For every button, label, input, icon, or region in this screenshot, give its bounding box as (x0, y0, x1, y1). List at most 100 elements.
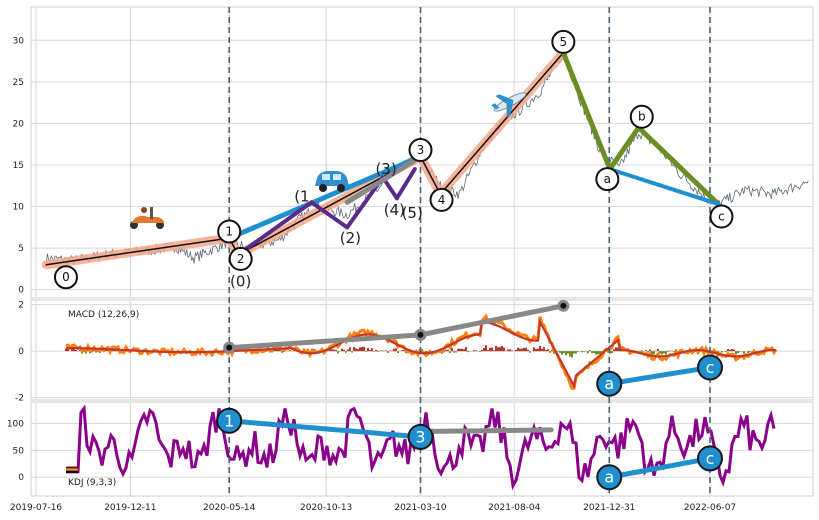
macd-histogram-bar (345, 351, 347, 353)
airplane-tail (491, 103, 500, 110)
wave-segment (394, 167, 417, 201)
macd-signal-line (65, 318, 777, 390)
macd-histogram-bar (663, 351, 665, 354)
macd-histogram-bar (649, 349, 651, 352)
macd-histogram-bar (491, 347, 493, 352)
macd-histogram-bar (455, 351, 457, 353)
macd-histogram-bar (575, 351, 577, 354)
scooter-handle (150, 207, 153, 219)
kdj-circle-marker (216, 407, 243, 434)
macd-histogram-bar (735, 351, 737, 355)
macd-histogram-bar (359, 347, 361, 352)
wave-circle-marker (709, 204, 734, 229)
macd-histogram-bar (651, 351, 653, 355)
macd-trend-line (606, 364, 713, 387)
airplane-icon (491, 92, 527, 118)
macd-histogram-bar (587, 351, 589, 354)
macd-histogram-bar (373, 351, 375, 352)
macd-histogram-bar (733, 349, 735, 352)
macd-histogram-bar (569, 351, 571, 357)
x-tick-label: 2019-07-16 (10, 503, 63, 513)
macd-histogram-bar (403, 350, 405, 352)
macd-histogram-bar (523, 347, 525, 352)
macd-histogram-bar (475, 350, 477, 352)
macd-histogram-bar (351, 351, 353, 353)
macd-histogram-bar (641, 350, 643, 352)
macd-histogram-bar (67, 348, 69, 352)
macd-histogram-bar (447, 349, 449, 352)
macd-histogram-bar (369, 350, 371, 352)
scooter-body (132, 215, 164, 223)
wave-segment (607, 125, 642, 172)
macd-histogram-bar (497, 347, 499, 352)
macd-histogram-bar (89, 351, 91, 354)
macd-circle-label: c (706, 358, 715, 377)
macd-histogram-bar (461, 348, 463, 352)
macd-histogram-bar (367, 347, 369, 352)
macd-histogram-bar (391, 350, 393, 352)
macd-histogram-bar (501, 346, 503, 352)
macd-histogram-bar (337, 351, 339, 354)
y-tick-label: 0 (18, 286, 24, 296)
wave-segment (419, 155, 442, 195)
macd-histogram-bar (607, 351, 609, 353)
y-tick-label: 15 (13, 161, 24, 171)
macd-histogram-bar (747, 351, 749, 354)
macd-histogram-bar (499, 347, 501, 352)
wave-segment (439, 51, 565, 195)
macd-histogram-bar (739, 351, 741, 352)
y-tick-label: 30 (13, 36, 25, 46)
macd-histogram-bar (749, 351, 751, 353)
macd-histogram-bar (507, 349, 509, 352)
macd-histogram-bar (495, 345, 497, 352)
y-tick-label: 0 (18, 347, 24, 357)
macd-histogram-bar (267, 350, 269, 352)
macd-histogram-bar (365, 351, 367, 352)
macd-histogram-bar (453, 351, 455, 353)
macd-histogram-bar (657, 348, 659, 352)
macd-histogram-bar (73, 348, 75, 352)
macd-histogram-bar (281, 351, 283, 353)
kdj-trend-line (226, 418, 424, 440)
macd-histogram-bar (65, 348, 67, 352)
macd-histogram-bar (459, 348, 461, 352)
macd-histogram-bar (673, 351, 675, 353)
x-tick-label: 2020-10-13 (300, 503, 352, 513)
wave-segment (226, 154, 424, 241)
subwave-label: (3) (375, 160, 396, 178)
kdj-trend-line (606, 455, 713, 480)
macd-histogram-bar (449, 351, 451, 354)
macd-histogram-bar (341, 348, 343, 352)
macd-histogram-bar (565, 351, 567, 356)
macd-histogram-bar (285, 350, 287, 352)
macd-histogram-bar (617, 347, 619, 352)
kdj-circle-label: 3 (415, 427, 425, 446)
macd-histogram-bar (463, 349, 465, 352)
macd-histogram-bar (731, 349, 733, 352)
car-wheel (337, 184, 345, 192)
macd-histogram-bar (79, 350, 81, 352)
wave-circle-label: 2 (237, 252, 245, 266)
macd-histogram-bar (397, 351, 399, 354)
macd-histogram-bar (371, 348, 373, 352)
scooter-icon (130, 207, 164, 229)
y-tick-label: 20 (13, 119, 25, 129)
macd-histogram-bar (563, 351, 565, 353)
icons (130, 92, 527, 229)
macd-circle-marker (697, 354, 723, 381)
macd-histogram-bar (593, 351, 595, 353)
macd-histogram-bar (489, 347, 491, 352)
macd-histogram-bar (669, 350, 671, 352)
subwave-label: (4) (384, 201, 405, 219)
macd-histogram-bar (729, 349, 731, 352)
x-tick-label: 2020-05-14 (203, 503, 256, 513)
macd-histogram-bar (385, 350, 387, 352)
subwave-label: (5) (402, 204, 423, 222)
macd-histogram-bar (355, 348, 357, 352)
x-tick-label: 2019-12-11 (104, 503, 156, 513)
macd-histogram-bar (567, 351, 569, 354)
wave-segment (45, 237, 230, 266)
macd-histogram-bar (737, 351, 739, 354)
macd-histogram-bar (343, 349, 345, 352)
